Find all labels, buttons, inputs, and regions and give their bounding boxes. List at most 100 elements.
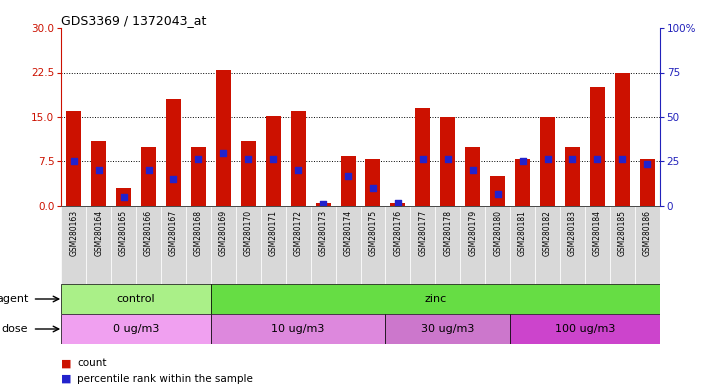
Bar [610, 206, 634, 284]
Bar [634, 206, 660, 284]
Bar [211, 284, 660, 314]
Point [442, 156, 454, 162]
Bar [61, 314, 211, 344]
Bar [136, 206, 161, 284]
Bar [640, 159, 655, 206]
Point [242, 156, 254, 162]
Point [293, 167, 304, 174]
Bar [485, 206, 510, 284]
Text: GSM280163: GSM280163 [69, 210, 79, 256]
Bar [216, 70, 231, 206]
Bar [391, 203, 405, 206]
Bar [191, 147, 206, 206]
Bar [111, 206, 136, 284]
Bar [236, 206, 261, 284]
Point [642, 161, 653, 167]
Bar [87, 206, 111, 284]
Text: control: control [117, 294, 156, 304]
Bar [61, 284, 211, 314]
Text: zinc: zinc [424, 294, 446, 304]
Point [68, 159, 79, 165]
Point [417, 156, 428, 162]
Text: GDS3369 / 1372043_at: GDS3369 / 1372043_at [61, 14, 207, 27]
Point [118, 194, 129, 200]
Bar [211, 314, 386, 344]
Point [392, 200, 404, 206]
Point [517, 159, 528, 165]
Bar [510, 314, 660, 344]
Point [168, 176, 180, 182]
Text: 0 ug/m3: 0 ug/m3 [113, 324, 159, 334]
Point [467, 167, 479, 174]
Point [367, 185, 379, 191]
Bar [335, 206, 360, 284]
Text: GSM280170: GSM280170 [244, 210, 253, 256]
Bar [286, 206, 311, 284]
Point [616, 156, 628, 162]
Bar [560, 206, 585, 284]
Text: count: count [77, 358, 107, 368]
Bar [460, 206, 485, 284]
Bar [360, 206, 386, 284]
Text: GSM280174: GSM280174 [343, 210, 353, 256]
Point [218, 149, 229, 156]
Text: GSM280176: GSM280176 [394, 210, 402, 256]
Text: 10 ug/m3: 10 ug/m3 [272, 324, 325, 334]
Text: GSM280179: GSM280179 [468, 210, 477, 256]
Point [193, 156, 204, 162]
Point [342, 173, 354, 179]
Bar [565, 147, 580, 206]
Text: GSM280178: GSM280178 [443, 210, 452, 256]
Point [592, 156, 603, 162]
Text: agent: agent [0, 294, 28, 304]
Bar [515, 159, 530, 206]
Text: 100 ug/m3: 100 ug/m3 [554, 324, 615, 334]
Text: GSM280180: GSM280180 [493, 210, 502, 256]
Bar [166, 99, 181, 206]
Bar [266, 116, 280, 206]
Bar [116, 188, 131, 206]
Point [317, 200, 329, 207]
Bar [316, 203, 330, 206]
Text: GSM280168: GSM280168 [194, 210, 203, 256]
Bar [261, 206, 286, 284]
Point [567, 156, 578, 162]
Text: GSM280166: GSM280166 [144, 210, 153, 256]
Bar [540, 117, 555, 206]
Bar [340, 156, 355, 206]
Text: ■: ■ [61, 358, 72, 368]
Text: GSM280172: GSM280172 [293, 210, 303, 256]
Bar [410, 206, 435, 284]
Bar [386, 314, 510, 344]
Text: GSM280169: GSM280169 [219, 210, 228, 256]
Bar [61, 206, 87, 284]
Bar [141, 147, 156, 206]
Point [541, 156, 553, 162]
Bar [590, 87, 605, 206]
Bar [291, 111, 306, 206]
Bar [241, 141, 256, 206]
Bar [186, 206, 211, 284]
Bar [615, 73, 630, 206]
Bar [585, 206, 610, 284]
Text: GSM280171: GSM280171 [269, 210, 278, 256]
Text: 30 ug/m3: 30 ug/m3 [421, 324, 474, 334]
Bar [465, 147, 480, 206]
Bar [435, 206, 460, 284]
Bar [211, 206, 236, 284]
Point [267, 156, 279, 162]
Bar [490, 176, 505, 206]
Text: GSM280186: GSM280186 [642, 210, 652, 256]
Bar [311, 206, 335, 284]
Text: GSM280164: GSM280164 [94, 210, 103, 256]
Text: GSM280177: GSM280177 [418, 210, 428, 256]
Text: GSM280173: GSM280173 [319, 210, 327, 256]
Text: ■: ■ [61, 374, 72, 384]
Text: GSM280183: GSM280183 [568, 210, 577, 256]
Bar [366, 159, 381, 206]
Text: GSM280185: GSM280185 [618, 210, 627, 256]
Text: GSM280181: GSM280181 [518, 210, 527, 256]
Bar [535, 206, 560, 284]
Point [93, 167, 105, 174]
Bar [510, 206, 535, 284]
